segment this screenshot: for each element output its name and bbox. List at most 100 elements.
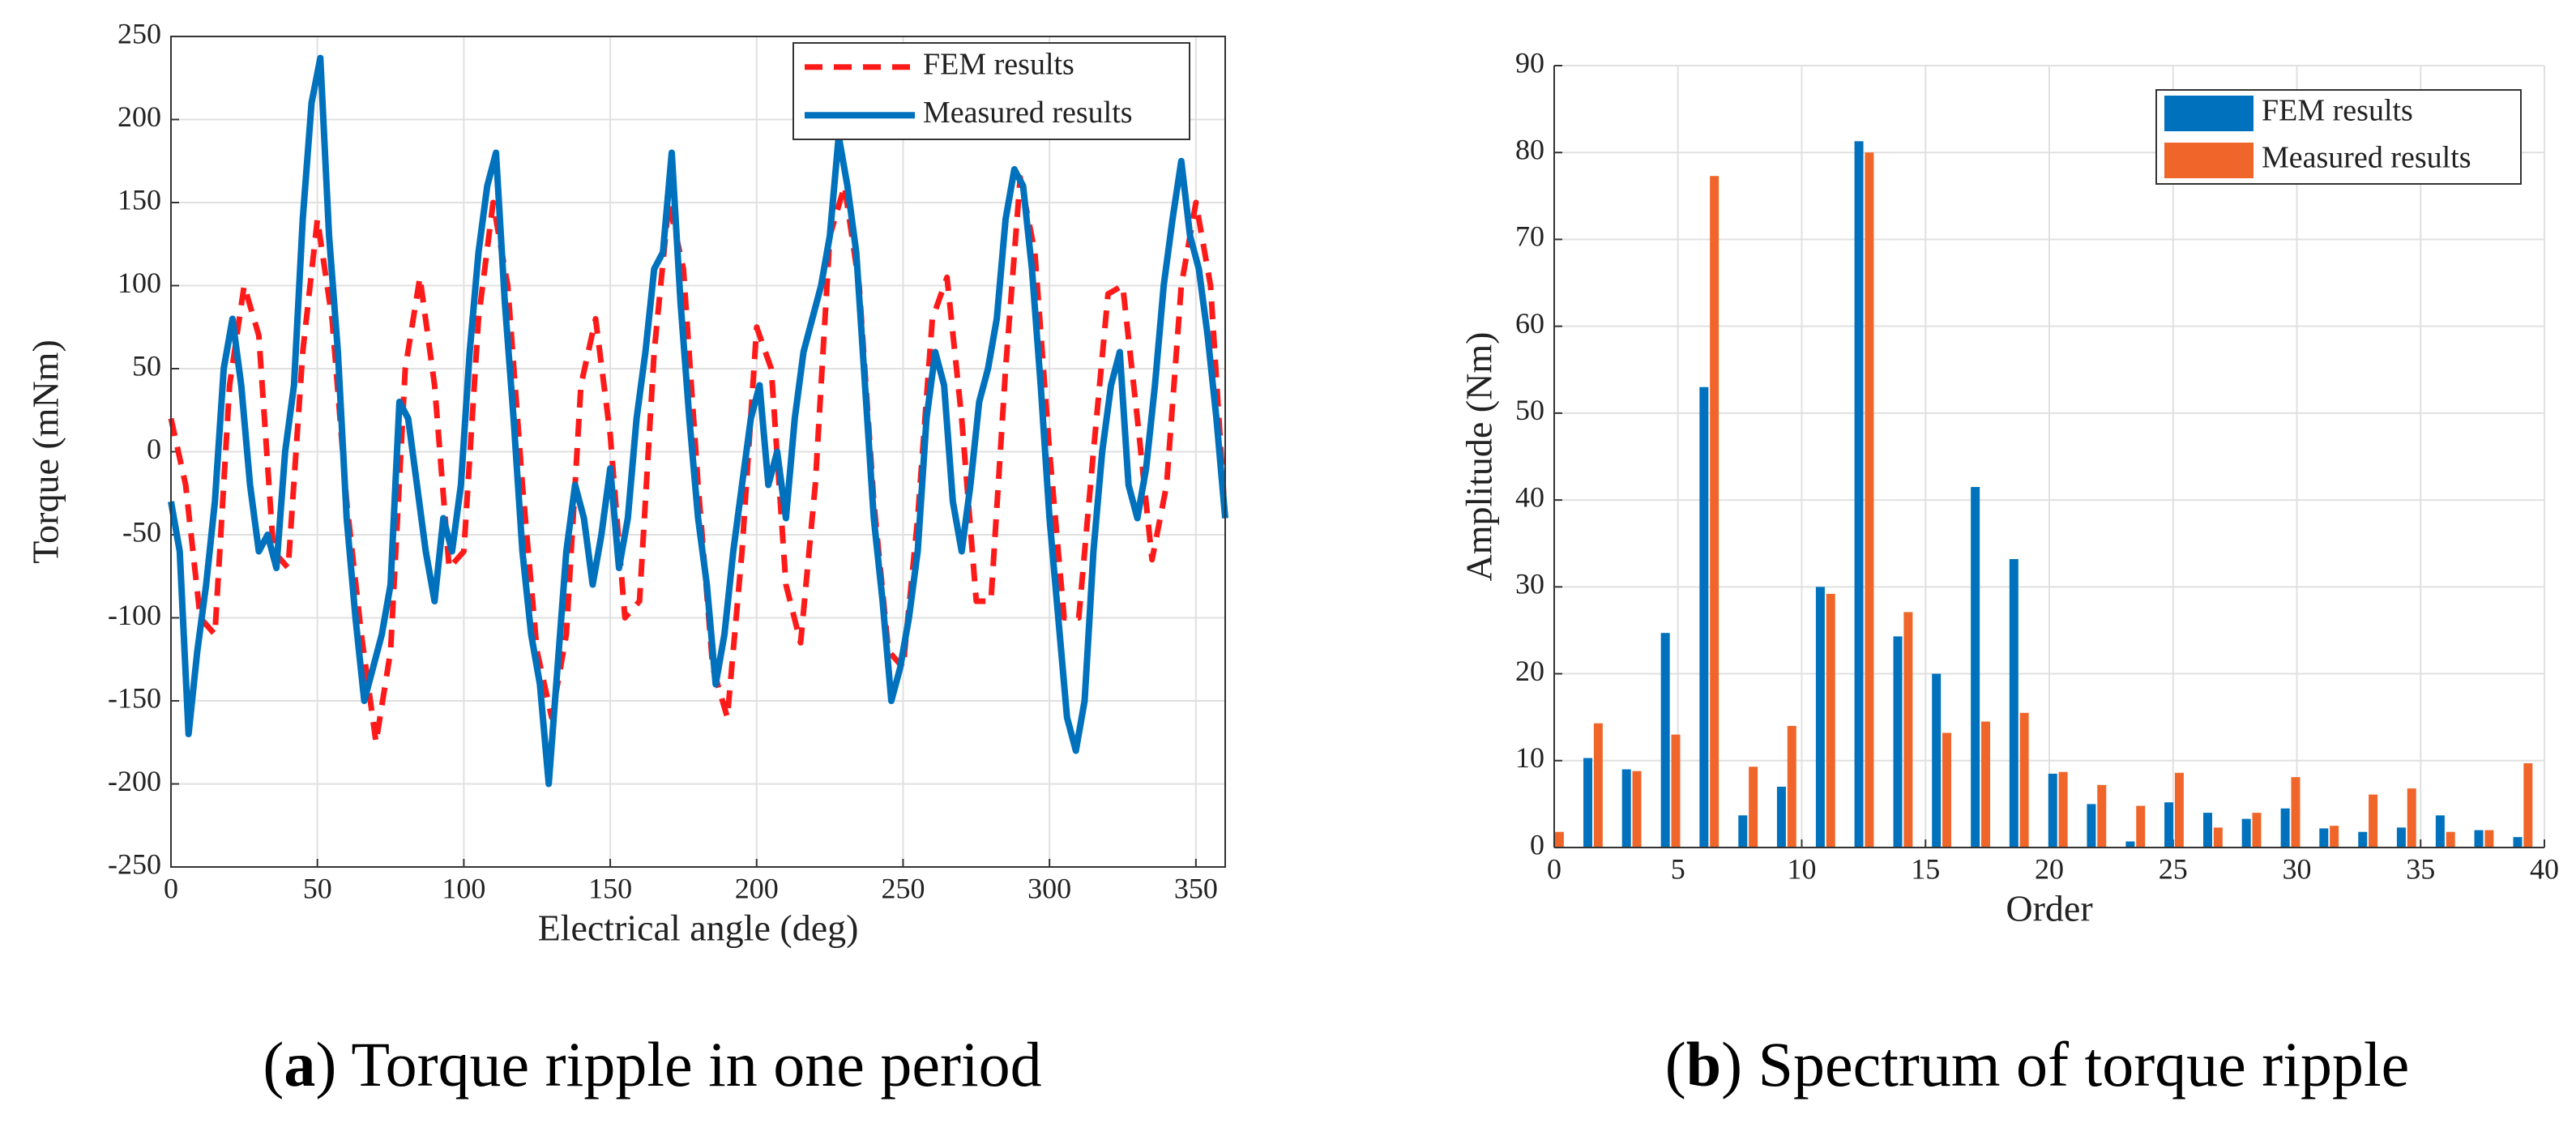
x-tick-label: 150 <box>588 872 632 904</box>
legend-label: Measured results <box>923 96 1133 130</box>
bar <box>2058 771 2068 848</box>
y-tick-label: 10 <box>1515 741 1544 774</box>
bar <box>1738 815 1748 848</box>
legend-box <box>792 42 1190 140</box>
bar <box>2009 559 2019 848</box>
plot-frame <box>170 36 1226 868</box>
y-tick-label: 30 <box>1515 568 1544 600</box>
bar <box>2435 815 2445 848</box>
x-tick-label: 350 <box>1174 872 1218 904</box>
y-axis-label: Amplitude (Nm) <box>1459 332 1500 582</box>
y-tick-label: -100 <box>108 599 161 631</box>
bar <box>2097 784 2107 848</box>
x-tick-label: 5 <box>1671 852 1685 885</box>
bar <box>2164 802 2174 848</box>
caption-part: b <box>1686 1029 1721 1100</box>
bar <box>2241 818 2251 848</box>
y-tick-label: 50 <box>132 349 161 382</box>
bar <box>2213 827 2223 848</box>
bar <box>2396 827 2406 848</box>
bar <box>1787 725 1796 848</box>
x-axis-label: Electrical angle (deg) <box>538 907 859 949</box>
caption: (b) Spectrum of torque ripple <box>1665 1029 2409 1100</box>
legend-swatch <box>2164 96 2253 131</box>
bar <box>1932 673 1942 848</box>
x-tick-label: 50 <box>303 872 332 904</box>
bar <box>2087 804 2096 848</box>
bar <box>1554 831 1564 848</box>
legend-label: FEM results <box>2262 94 2413 128</box>
bar <box>1971 487 1980 848</box>
bar <box>2330 826 2339 848</box>
bar <box>2474 830 2484 848</box>
legend-swatch <box>2164 143 2253 178</box>
x-tick-label: 35 <box>2406 852 2435 885</box>
x-tick-label: 0 <box>164 872 178 904</box>
bar <box>1710 176 1719 848</box>
caption-part: ) Spectrum of torque ripple <box>1721 1029 2409 1100</box>
y-tick-label: 150 <box>117 183 161 216</box>
x-tick-label: 30 <box>2283 852 2312 885</box>
bar <box>1749 766 1758 848</box>
bar <box>1942 732 1952 848</box>
caption-part: ( <box>1665 1029 1686 1100</box>
x-tick-label: 0 <box>1547 852 1561 885</box>
bar <box>1980 721 1990 848</box>
y-tick-label: 70 <box>1515 220 1544 253</box>
bar <box>2291 777 2300 848</box>
legend: FEM results Measured results <box>792 42 1190 140</box>
bar <box>2203 813 2213 848</box>
y-tick-label: 200 <box>117 100 161 133</box>
caption-part: a <box>284 1029 315 1100</box>
bar <box>1671 734 1681 848</box>
y-tick-label: 0 <box>1530 828 1544 860</box>
bar <box>2446 831 2455 848</box>
y-tick-label: 40 <box>1515 480 1544 513</box>
legend: FEM results Measured results <box>2155 89 2522 185</box>
bar <box>1903 612 1913 848</box>
x-tick-label: 15 <box>1911 852 1940 885</box>
y-tick-label: -200 <box>108 765 161 797</box>
bar <box>2513 837 2523 848</box>
bar <box>1865 152 1874 848</box>
data-line <box>168 54 1228 788</box>
y-tick-label: 60 <box>1515 307 1544 339</box>
x-tick-label: 200 <box>735 872 779 904</box>
bar <box>2136 805 2146 848</box>
x-tick-label: 100 <box>442 872 485 904</box>
bar <box>2523 762 2533 848</box>
y-tick-label: 90 <box>1515 46 1544 79</box>
y-tick-label: -50 <box>122 515 161 548</box>
bar <box>2369 794 2378 848</box>
x-tick-label: 250 <box>881 872 925 904</box>
chart: 0 50 100 150 200 250 300 350 -250 -200 -150 -100 -50… <box>25 17 1228 1100</box>
bar <box>2407 788 2416 848</box>
bar <box>1660 633 1670 848</box>
x-tick-label: 25 <box>2159 852 2188 885</box>
y-tick-label: 0 <box>147 433 161 465</box>
y-tick-label: 50 <box>1515 394 1544 426</box>
bar <box>2484 830 2494 848</box>
y-tick-label: 250 <box>117 17 161 49</box>
x-axis-label: Order <box>2006 888 2092 929</box>
bar <box>2125 841 2135 848</box>
x-tick-label: 20 <box>2035 852 2064 885</box>
bar <box>2358 831 2368 848</box>
chart: 0 5 10 15 20 25 30 35 40 0 10 20 30 40 50 60 70 80 90 Order… <box>1459 46 2559 1100</box>
y-tick-label: 100 <box>117 267 161 299</box>
caption-part: ( <box>263 1029 284 1100</box>
x-tick-label: 10 <box>1788 852 1817 885</box>
bar <box>2174 772 2184 848</box>
bar <box>1815 587 1825 848</box>
bar <box>2048 773 2057 848</box>
y-tick-label: 20 <box>1515 655 1544 687</box>
legend-label: FEM results <box>923 47 1074 81</box>
bar <box>1593 723 1603 848</box>
bar <box>2019 712 2029 848</box>
bar <box>1583 758 1593 848</box>
y-axis-label: Torque (mNm) <box>25 339 66 564</box>
bar <box>1826 593 1835 848</box>
x-tick-label: 40 <box>2530 852 2559 885</box>
